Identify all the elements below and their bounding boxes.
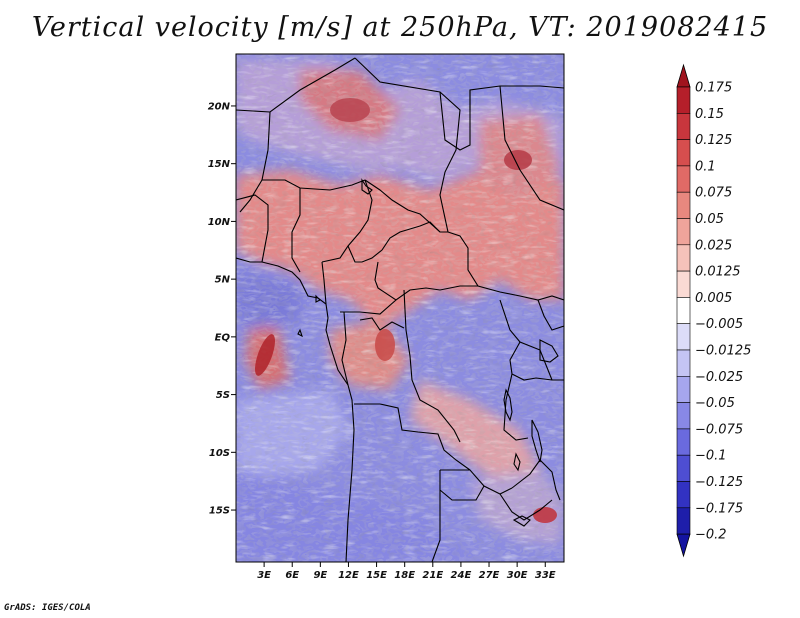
colorbar: 0.175 0.15 0.125 0.1 0.075 0.05 0.025 0.0125 0.0… [676, 63, 751, 558]
lat-tick-label: 15N [208, 159, 231, 170]
lat-tick-label: 15S [209, 506, 230, 517]
colorbar-swatch [676, 428, 691, 456]
lon-tick-label: 27E [479, 570, 500, 581]
lon-tick-label: 6E [285, 570, 299, 581]
colorbar-label: −0.025 [695, 370, 743, 385]
colorbar-swatch [676, 375, 691, 403]
colorbar-label: −0.0125 [695, 344, 751, 359]
colorbar-swatch [676, 349, 691, 377]
colorbar-top-arrow [676, 63, 691, 88]
lon-tick-label: 18E [394, 570, 415, 581]
lat-tick-label: 20N [208, 101, 231, 112]
colorbar-swatch [676, 139, 691, 167]
colorbar-swatch [676, 507, 691, 535]
colorbar-swatch [676, 297, 691, 324]
lon-tick-label: 15E [366, 570, 387, 581]
colorbar-label: 0.125 [695, 133, 732, 148]
colorbar-swatch [676, 191, 691, 219]
colorbar-swatch [676, 218, 691, 246]
colorbar-label: −0.005 [695, 317, 743, 332]
colorbar-swatch [676, 481, 691, 509]
longitude-axis: 3E 6E 9E 12E 15E 18E 21E 24E 27E 30E 33E [257, 562, 556, 581]
colorbar-label: 0.05 [695, 212, 724, 227]
colorbar-swatch [676, 244, 691, 272]
colorbar-label: −0.175 [695, 501, 743, 516]
colorbar-label: 0.175 [695, 81, 732, 96]
map-title: Vertical velocity [m/s] at 250hPa, VT: 2… [31, 12, 769, 43]
colorbar-swatch [676, 323, 691, 351]
colorbar-label: −0.125 [695, 475, 743, 490]
colorbar-label: 0.025 [695, 238, 732, 253]
lat-tick-label: 5S [216, 390, 230, 401]
lon-tick-label: 3E [257, 570, 271, 581]
colorbar-swatch [676, 86, 691, 114]
colorbar-swatch [676, 165, 691, 193]
colorbar-label: −0.1 [695, 449, 727, 464]
colorbar-label: 0.1 [695, 159, 716, 174]
lon-tick-label: 9E [313, 570, 327, 581]
colorbar-label: −0.2 [695, 528, 727, 543]
colorbar-swatch [676, 113, 691, 140]
colorbar-label: −0.05 [695, 396, 735, 411]
lon-tick-label: 33E [535, 570, 556, 581]
map-frame [235, 53, 565, 563]
colorbar-label: 0.005 [695, 291, 732, 306]
colorbar-swatch [676, 402, 691, 430]
velocity-field [236, 54, 564, 562]
colorbar-label: 0.0125 [695, 265, 741, 280]
lat-tick-label: 5N [215, 275, 231, 286]
latitude-axis: 20N 15N 10N 5N EQ 5S 10S 15S [208, 101, 236, 517]
lon-tick-label: 24E [451, 570, 472, 581]
lon-tick-label: 30E [507, 570, 528, 581]
lat-tick-label: EQ [215, 332, 231, 343]
colorbar-label: −0.075 [695, 422, 743, 437]
colorbar-bottom-arrow [676, 533, 691, 558]
lon-tick-label: 21E [422, 570, 443, 581]
country-borders [236, 57, 564, 562]
colorbar-label: 0.15 [695, 107, 724, 122]
lat-tick-label: 10N [208, 217, 231, 228]
footer-credit: GrADS: IGES/COLA [4, 603, 91, 613]
lat-tick-label: 10S [209, 448, 230, 459]
colorbar-label: 0.075 [695, 186, 732, 201]
colorbar-swatch [676, 454, 691, 482]
colorbar-swatch [676, 270, 691, 298]
lon-tick-label: 12E [338, 570, 359, 581]
